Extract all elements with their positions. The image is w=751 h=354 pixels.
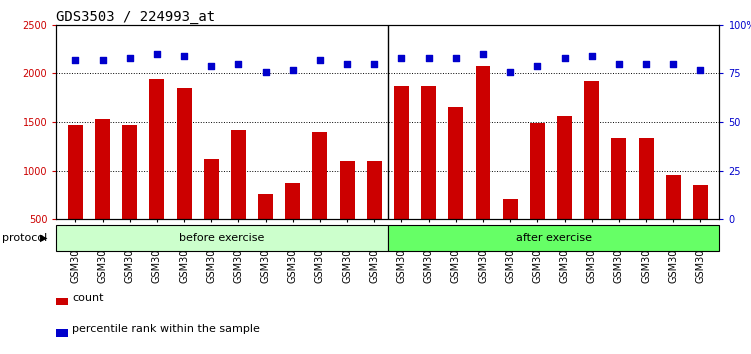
Point [504, 69, 516, 74]
Bar [56, 297, 68, 305]
Point [477, 51, 489, 57]
Point [232, 61, 244, 67]
Bar [285, 183, 300, 268]
Bar [475, 66, 490, 268]
Point [97, 57, 109, 63]
Bar [258, 194, 273, 268]
Bar [312, 132, 327, 268]
Bar [149, 79, 164, 268]
Bar [693, 185, 708, 268]
Bar [638, 138, 653, 268]
Point [695, 67, 707, 72]
Point [287, 67, 299, 72]
Bar [394, 86, 409, 268]
Point [368, 61, 380, 67]
Bar [176, 88, 192, 268]
Bar [231, 130, 246, 268]
Point [532, 63, 544, 68]
Bar [56, 225, 388, 251]
Bar [502, 199, 517, 268]
Bar [584, 81, 599, 268]
Bar [122, 125, 137, 268]
Point [260, 69, 272, 74]
Bar [530, 123, 544, 268]
Point [314, 57, 326, 63]
Bar [68, 125, 83, 268]
Bar [339, 161, 354, 268]
Point [396, 55, 408, 61]
Bar [421, 86, 436, 268]
Point [450, 55, 462, 61]
Point [613, 61, 625, 67]
Point [69, 57, 81, 63]
Point [178, 53, 190, 59]
Point [586, 53, 598, 59]
Point [124, 55, 136, 61]
Text: protocol: protocol [2, 233, 47, 243]
Text: ▶: ▶ [40, 233, 47, 243]
Point [151, 51, 163, 57]
Bar [56, 329, 68, 337]
Bar [557, 116, 572, 268]
Point [559, 55, 571, 61]
Bar [366, 161, 382, 268]
Text: percentile rank within the sample: percentile rank within the sample [72, 324, 260, 335]
Point [423, 55, 435, 61]
Bar [448, 107, 463, 268]
Text: GDS3503 / 224993_at: GDS3503 / 224993_at [56, 10, 216, 24]
Text: before exercise: before exercise [179, 233, 265, 243]
Bar [204, 159, 219, 268]
Point [341, 61, 353, 67]
Bar [611, 138, 626, 268]
Point [205, 63, 217, 68]
Point [640, 61, 652, 67]
Point [667, 61, 679, 67]
Bar [666, 175, 680, 268]
Bar [95, 119, 110, 268]
Text: after exercise: after exercise [516, 233, 592, 243]
Text: count: count [72, 292, 104, 303]
Bar [388, 225, 719, 251]
